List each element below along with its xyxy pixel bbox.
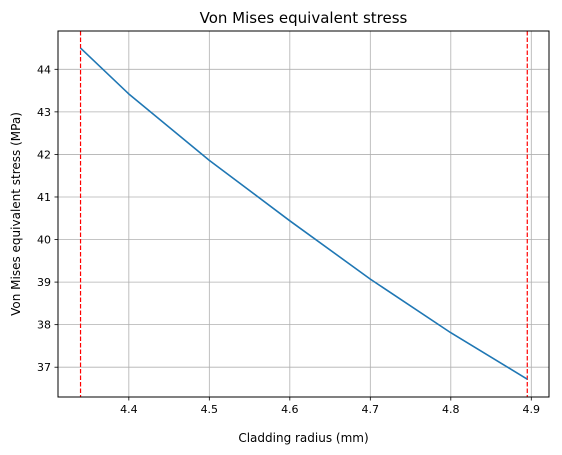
x-tick-label: 4.9 [523, 403, 541, 416]
x-tick-label: 4.6 [281, 403, 299, 416]
y-tick-label: 42 [37, 148, 51, 161]
y-tick-label: 41 [37, 191, 51, 204]
y-tick-label: 44 [37, 63, 51, 76]
grid-layer [58, 31, 549, 397]
x-tick-label: 4.7 [362, 403, 380, 416]
reference-lines [79, 31, 528, 397]
y-tick-label: 39 [37, 276, 51, 289]
series-line [79, 47, 528, 380]
x-tick-label: 4.4 [120, 403, 138, 416]
y-tick-label: 40 [37, 234, 51, 247]
x-tick-label: 4.8 [442, 403, 460, 416]
x-axis-label: Cladding radius (mm) [238, 431, 368, 445]
y-tick-label: 38 [37, 319, 51, 332]
plot-frame [57, 30, 550, 398]
y-tick-label: 43 [37, 106, 51, 119]
y-tick-label: 37 [37, 361, 51, 374]
tick-layer: 4.4 4.5 4.6 4.7 4.8 4.9 37 38 39 40 41 42 43 44 [37, 63, 540, 416]
y-axis-label: Von Mises equivalent stress (MPa) [9, 112, 23, 316]
series-layer [79, 47, 528, 380]
chart-title: Von Mises equivalent stress [200, 9, 408, 27]
x-tick-label: 4.5 [201, 403, 219, 416]
